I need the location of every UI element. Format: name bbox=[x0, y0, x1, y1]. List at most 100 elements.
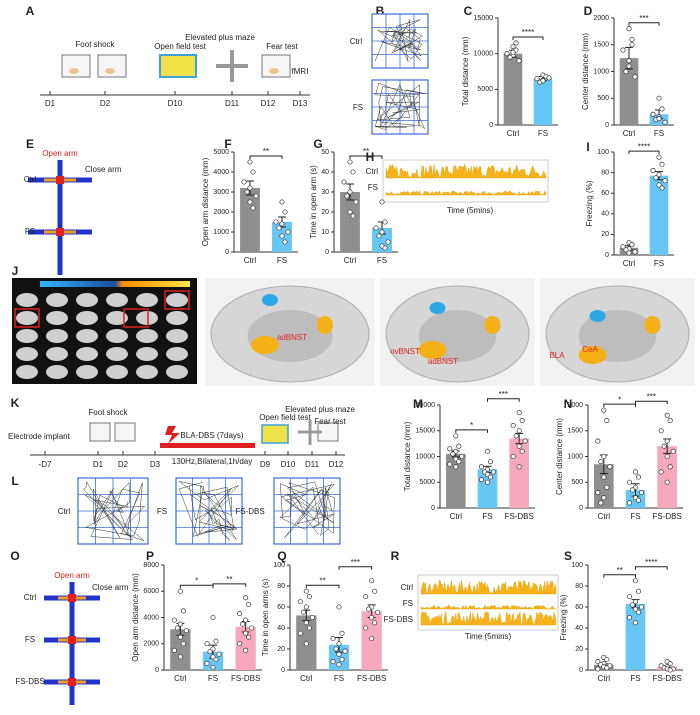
y-axis-label: Center distance (mm) bbox=[555, 418, 564, 495]
data-point bbox=[632, 578, 639, 584]
panel-label: K bbox=[11, 396, 20, 410]
y-tick-label: 2000 bbox=[593, 15, 609, 22]
cage-icon bbox=[97, 54, 127, 78]
data-point bbox=[363, 593, 369, 600]
x-tick-label: Ctrl bbox=[507, 129, 520, 138]
y-tick-label: 1000 bbox=[593, 68, 609, 75]
day-label: -D7 bbox=[39, 460, 52, 469]
y-tick-label: 8000 bbox=[143, 562, 159, 569]
bar bbox=[649, 175, 669, 255]
data-point bbox=[279, 233, 285, 239]
brain-thumb bbox=[136, 311, 158, 325]
mouse-icon bbox=[105, 68, 115, 74]
y-tick-label: 20 bbox=[321, 209, 329, 216]
data-point bbox=[601, 474, 607, 480]
y-tick-label: 500 bbox=[597, 95, 609, 102]
data-point bbox=[656, 154, 662, 160]
brain-thumb bbox=[106, 329, 128, 343]
blob-blue bbox=[589, 310, 606, 322]
data-point bbox=[366, 606, 372, 612]
data-point bbox=[347, 209, 353, 215]
data-point bbox=[303, 620, 309, 626]
y-tick-label: 10000 bbox=[416, 453, 436, 460]
data-point bbox=[635, 588, 642, 594]
region-label: CeA bbox=[582, 345, 598, 354]
blob-orange bbox=[251, 336, 279, 354]
data-point bbox=[604, 665, 610, 671]
data-point bbox=[598, 500, 604, 506]
brain-thumb bbox=[166, 347, 188, 361]
error-bar bbox=[515, 432, 524, 445]
sig-bracket bbox=[487, 398, 520, 402]
sig-label: ** bbox=[320, 576, 326, 585]
brain-thumb bbox=[166, 293, 188, 307]
data-point bbox=[519, 448, 525, 454]
data-point bbox=[244, 189, 250, 195]
brain-thumb bbox=[76, 293, 98, 307]
data-point bbox=[662, 119, 668, 125]
data-point bbox=[487, 459, 494, 465]
y-tick-label: 100 bbox=[273, 562, 285, 569]
data-point bbox=[447, 461, 453, 467]
brain-thumb bbox=[136, 365, 158, 379]
event-label: Fear test bbox=[314, 417, 346, 426]
event-label: Foot shock bbox=[88, 408, 128, 417]
sig-bracket bbox=[635, 566, 668, 570]
y-tick-label: 0 bbox=[155, 667, 159, 674]
data-point bbox=[282, 239, 288, 245]
day-label: D11 bbox=[225, 99, 240, 108]
data-point bbox=[484, 448, 491, 454]
data-point bbox=[659, 106, 665, 112]
trace-frame bbox=[417, 574, 559, 631]
day-label: D9 bbox=[260, 460, 271, 469]
data-point bbox=[546, 75, 552, 81]
data-point bbox=[276, 225, 282, 231]
x-tick-label: FS bbox=[277, 256, 287, 265]
x-tick-label: FS bbox=[334, 674, 344, 683]
data-point bbox=[623, 68, 629, 75]
y-tick-label: 1500 bbox=[593, 42, 609, 49]
data-point bbox=[243, 617, 249, 623]
x-tick-label: Ctrl bbox=[450, 512, 463, 521]
data-point bbox=[629, 42, 635, 48]
data-point bbox=[650, 167, 656, 174]
brain-thumb bbox=[76, 311, 98, 325]
y-tick-label: 1500 bbox=[567, 428, 583, 435]
activity-trace bbox=[420, 579, 557, 595]
data-point bbox=[598, 459, 604, 465]
panel-label: N bbox=[564, 397, 573, 411]
y-tick-label: 0 bbox=[579, 667, 583, 674]
panel-label: O bbox=[10, 549, 19, 563]
y-tick-label: 80 bbox=[277, 583, 285, 590]
y-tick-label: 3000 bbox=[213, 189, 229, 196]
data-point bbox=[504, 51, 510, 57]
event-label: Foot shock bbox=[75, 40, 115, 49]
x-tick-label: FS bbox=[654, 259, 664, 268]
y-axis-label: Total distance (mm) bbox=[461, 36, 470, 106]
x-tick-label: Ctrl bbox=[598, 512, 611, 521]
sig-bracket bbox=[603, 403, 636, 408]
sig-bracket bbox=[512, 36, 544, 40]
data-point bbox=[510, 49, 516, 55]
group-label: FS bbox=[25, 227, 35, 236]
sig-label: * bbox=[618, 395, 621, 404]
data-point bbox=[171, 617, 177, 623]
group-label: FS bbox=[353, 103, 363, 112]
data-point bbox=[379, 199, 385, 205]
data-point bbox=[670, 448, 676, 454]
data-point bbox=[658, 469, 664, 475]
event-label: Open field test bbox=[154, 42, 206, 51]
data-point bbox=[664, 453, 670, 460]
x-tick-label: Ctrl bbox=[344, 256, 357, 265]
brain-thumb bbox=[16, 329, 38, 343]
data-point bbox=[336, 651, 342, 657]
data-point bbox=[177, 654, 183, 660]
sig-label: *** bbox=[639, 14, 648, 23]
sig-bracket bbox=[349, 155, 383, 159]
data-point bbox=[330, 659, 336, 665]
y-axis-label: Open arm distance (mm) bbox=[201, 157, 210, 246]
data-point bbox=[382, 245, 388, 251]
data-point bbox=[353, 199, 359, 205]
data-point bbox=[204, 660, 210, 666]
data-point bbox=[664, 479, 670, 485]
